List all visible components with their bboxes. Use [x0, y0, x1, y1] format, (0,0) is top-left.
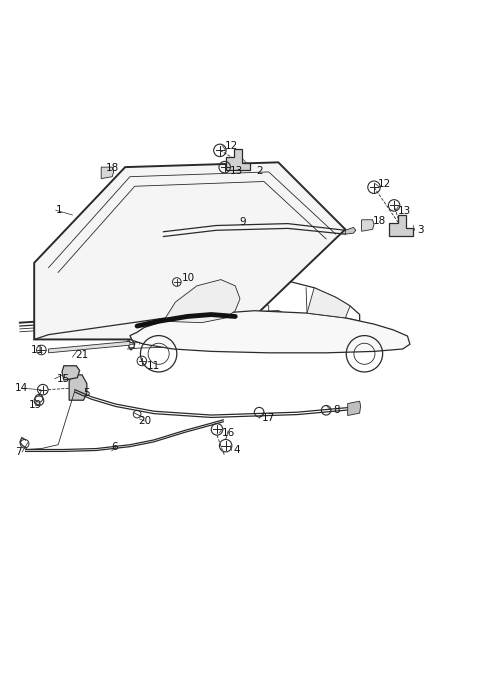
Text: 12: 12 [225, 140, 238, 151]
Text: 6: 6 [112, 442, 119, 452]
Polygon shape [69, 375, 87, 400]
Polygon shape [130, 311, 410, 352]
Text: 10: 10 [181, 273, 195, 283]
Text: 3: 3 [417, 225, 424, 235]
Text: 11: 11 [147, 361, 160, 371]
Text: 14: 14 [15, 383, 28, 393]
Text: 17: 17 [262, 413, 275, 424]
Polygon shape [34, 163, 345, 339]
Text: 2: 2 [256, 166, 263, 176]
Text: 11: 11 [30, 345, 44, 355]
Text: 15: 15 [57, 373, 71, 384]
Text: 8: 8 [333, 406, 340, 415]
Text: 16: 16 [222, 428, 235, 438]
Polygon shape [101, 167, 114, 179]
Polygon shape [361, 220, 374, 231]
Polygon shape [137, 287, 235, 332]
Polygon shape [48, 341, 130, 352]
Text: 1: 1 [56, 205, 62, 215]
Polygon shape [226, 149, 250, 170]
Polygon shape [163, 280, 240, 322]
Text: 20: 20 [139, 416, 152, 426]
Polygon shape [62, 366, 80, 380]
Text: 5: 5 [83, 388, 90, 398]
Text: 7: 7 [15, 447, 22, 457]
Text: 13: 13 [398, 206, 411, 216]
Polygon shape [192, 309, 204, 321]
Polygon shape [348, 401, 360, 415]
Polygon shape [345, 228, 356, 234]
Text: 18: 18 [373, 216, 386, 225]
Text: 12: 12 [378, 179, 391, 189]
Text: 21: 21 [75, 350, 88, 359]
Polygon shape [307, 288, 350, 318]
Text: 9: 9 [239, 217, 246, 227]
Text: 4: 4 [234, 445, 240, 456]
Text: 13: 13 [229, 166, 243, 176]
Text: 18: 18 [106, 163, 119, 173]
Polygon shape [389, 215, 413, 236]
Text: 19: 19 [28, 401, 42, 410]
